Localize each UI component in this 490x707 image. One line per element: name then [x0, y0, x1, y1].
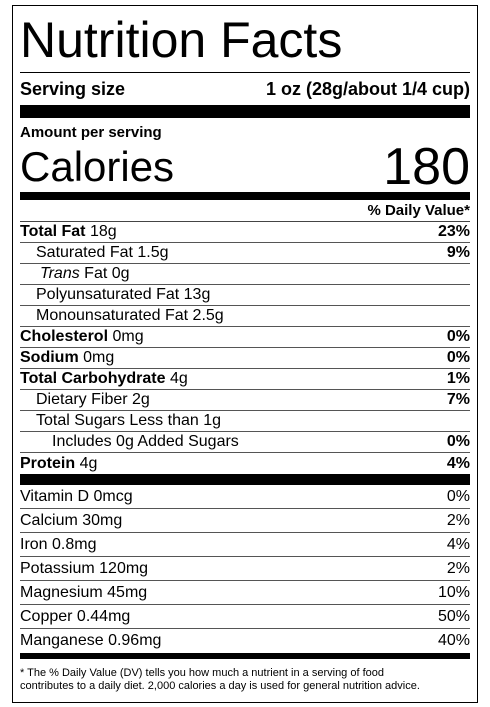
- nutrient-name-italic: Trans: [40, 265, 80, 282]
- nutrient-amount: 4g: [169, 370, 188, 387]
- nutrient-dv: 0%: [446, 328, 470, 345]
- divider: [20, 474, 470, 485]
- nutrient-dv: 0%: [446, 349, 470, 366]
- nutrient-dv: 1%: [446, 370, 470, 387]
- vitamin-dv: 4%: [446, 535, 470, 553]
- nutrient-dv: 23%: [437, 223, 470, 240]
- nutrient-row: Includes 0g Added Sugars 0%: [20, 432, 470, 453]
- vitamin-name: Calcium 30mg: [20, 511, 123, 529]
- nutrient-name: Dietary Fiber 2g: [36, 391, 150, 408]
- footnote: * The % Daily Value (DV) tells you how m…: [20, 659, 470, 693]
- serving-value: 1 oz (28g/about 1/4 cup): [265, 78, 470, 99]
- nutrient-dv: 4%: [446, 454, 470, 472]
- nutrient-row: Total Fat 18g 23%: [20, 222, 470, 243]
- nutrient-name: Protein: [20, 454, 76, 472]
- vitamins: Vitamin D 0mcg 0% Calcium 30mg 2% Iron 0.8mg…: [20, 485, 470, 653]
- nutrient-amount: 4g: [79, 454, 98, 472]
- vitamin-dv: 2%: [446, 559, 470, 577]
- serving-label: Serving size: [20, 78, 126, 99]
- nutrient-row: Polyunsaturated Fat 13g: [20, 285, 470, 306]
- nutrient-label: Includes 0g Added Sugars: [20, 433, 239, 451]
- serving-row: Serving size 1 oz (28g/about 1/4 cup): [20, 73, 470, 105]
- footnote-line: * The % Daily Value (DV) tells you how m…: [20, 667, 384, 679]
- vitamin-name: Manganese 0.96mg: [20, 632, 162, 649]
- nutrient-row: Trans Fat 0g: [20, 264, 470, 285]
- nutrient-label: Saturated Fat 1.5g: [20, 244, 169, 262]
- nutrient-label: Sodium 0mg: [20, 349, 114, 367]
- vitamin-dv: 2%: [446, 511, 470, 529]
- nutrient-row: Total Sugars Less than 1g: [20, 411, 470, 432]
- calories-value: 180: [383, 138, 470, 196]
- nutrient-label: Total Sugars Less than 1g: [20, 412, 221, 430]
- nutrient-name: Monounsaturated Fat 2.5g: [36, 307, 224, 324]
- vitamin-row: Copper 0.44mg 50%: [20, 605, 470, 629]
- vitamin-dv: 10%: [437, 583, 470, 601]
- nutrient-row: Total Carbohydrate 4g 1%: [20, 369, 470, 390]
- nutrients: Total Fat 18g 23% Saturated Fat 1.5g 9% Tran…: [20, 222, 470, 474]
- nutrient-name: Fat 0g: [84, 265, 130, 282]
- calories-label: Calories: [20, 143, 175, 190]
- vitamin-name: Potassium 120mg: [20, 559, 149, 577]
- title: Nutrition Facts: [20, 6, 470, 73]
- nutrient-amount: 0mg: [112, 328, 144, 345]
- vitamin-row: Magnesium 45mg 10%: [20, 581, 470, 605]
- vitamin-dv: 40%: [437, 632, 470, 649]
- vitamin-row: Manganese 0.96mg 40%: [20, 629, 470, 653]
- nutrient-name: Includes 0g Added Sugars: [52, 433, 239, 450]
- nutrient-label: Dietary Fiber 2g: [20, 391, 150, 409]
- nutrient-amount: 18g: [89, 223, 117, 240]
- nutrient-amount: 0mg: [83, 349, 115, 366]
- vitamin-name: Copper 0.44mg: [20, 607, 131, 625]
- nutrient-row: Monounsaturated Fat 2.5g: [20, 306, 470, 327]
- vitamin-name: Iron 0.8mg: [20, 535, 97, 553]
- nutrient-row: Saturated Fat 1.5g 9%: [20, 243, 470, 264]
- nutrient-name: Total Sugars Less than 1g: [36, 412, 222, 429]
- nutrient-label: Total Fat 18g: [20, 223, 117, 241]
- divider: [20, 192, 470, 200]
- vitamin-row: Potassium 120mg 2%: [20, 557, 470, 581]
- nutrient-row: Dietary Fiber 2g 7%: [20, 390, 470, 411]
- nutrient-name: Total Carbohydrate: [20, 370, 166, 387]
- vitamin-name: Magnesium 45mg: [20, 583, 148, 601]
- calories-row: Calories 180: [20, 138, 470, 196]
- nutrient-name: Saturated Fat 1.5g: [36, 244, 169, 261]
- nutrient-name: Cholesterol: [20, 328, 109, 345]
- nutrition-label: Nutrition Facts Serving size 1 oz (28g/a…: [12, 5, 478, 703]
- nutrient-name: Sodium: [20, 349, 79, 366]
- nutrient-dv: 7%: [446, 391, 470, 408]
- nutrient-row: Cholesterol 0mg 0%: [20, 327, 470, 348]
- nutrient-dv: 0%: [446, 433, 470, 450]
- dv-header-row: % Daily Value*: [20, 200, 470, 222]
- dv-header: % Daily Value*: [367, 202, 470, 219]
- vitamin-dv: 0%: [446, 487, 470, 505]
- nutrient-label: Trans Fat 0g: [20, 265, 130, 283]
- nutrient-name: Polyunsaturated Fat 13g: [36, 286, 211, 303]
- footnote-line: contributes to a daily diet. 2,000 calor…: [20, 680, 420, 692]
- nutrient-label: Monounsaturated Fat 2.5g: [20, 307, 224, 325]
- nutrient-label: Protein 4g: [20, 455, 97, 473]
- nutrient-label: Polyunsaturated Fat 13g: [20, 286, 210, 304]
- nutrient-label: Total Carbohydrate 4g: [20, 370, 188, 388]
- vitamin-row: Iron 0.8mg 4%: [20, 533, 470, 557]
- divider: [20, 653, 470, 659]
- vitamin-dv: 50%: [437, 607, 470, 625]
- nutrient-name: Total Fat: [20, 223, 86, 240]
- nutrient-row: Sodium 0mg 0%: [20, 348, 470, 369]
- nutrient-label: Cholesterol 0mg: [20, 328, 144, 346]
- amount-heading: Amount per serving: [20, 124, 162, 141]
- vitamin-row: Vitamin D 0mcg 0%: [20, 485, 470, 509]
- nutrient-dv: 9%: [446, 244, 470, 261]
- nutrient-row: Protein 4g 4%: [20, 453, 470, 474]
- divider: [20, 105, 470, 118]
- vitamin-name: Vitamin D 0mcg: [20, 487, 133, 505]
- vitamin-row: Calcium 30mg 2%: [20, 509, 470, 533]
